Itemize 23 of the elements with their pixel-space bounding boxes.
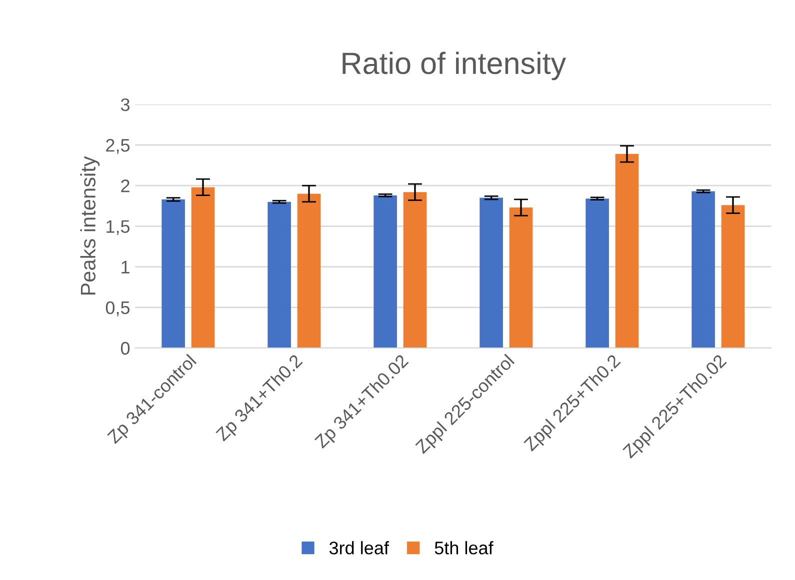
y-tick-label: 2,5 bbox=[106, 138, 130, 154]
legend-label: 3rd leaf bbox=[329, 541, 390, 554]
y-tick-label: 1,5 bbox=[106, 220, 130, 236]
y-axis-title: Peaks intensity bbox=[80, 156, 100, 295]
bar bbox=[403, 192, 427, 348]
y-tick-label: 1 bbox=[122, 260, 130, 274]
bar bbox=[721, 205, 745, 348]
chart-title: Ratio of intensity bbox=[342, 52, 566, 80]
bar bbox=[509, 208, 533, 348]
bar bbox=[692, 191, 715, 348]
bar bbox=[480, 198, 503, 348]
bar bbox=[374, 195, 397, 348]
bar bbox=[586, 198, 609, 348]
y-tick-label: 2 bbox=[121, 180, 130, 192]
bar bbox=[162, 199, 185, 348]
y-tick-label: 0 bbox=[120, 342, 130, 355]
bar bbox=[268, 202, 291, 348]
y-tick-label: 3 bbox=[120, 98, 130, 112]
y-tick-label: 0,5 bbox=[106, 301, 130, 316]
legend-label: 5th leaf bbox=[434, 541, 494, 554]
bar bbox=[297, 194, 321, 348]
bar bbox=[191, 187, 215, 348]
bar bbox=[615, 154, 639, 348]
